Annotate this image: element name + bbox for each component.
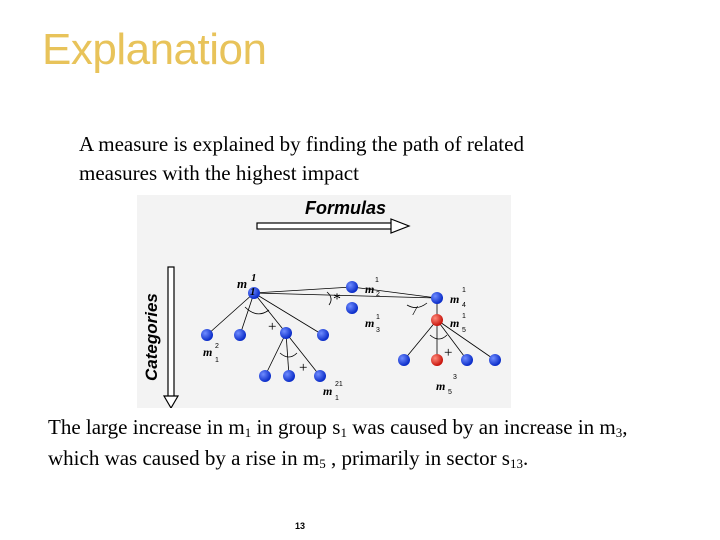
conclusion-subscript: 3	[615, 425, 623, 440]
conclusion-text: The large increase in m1 in group s1 was…	[48, 412, 668, 474]
operator-plus-lower: +	[299, 360, 307, 376]
graph-nodes	[201, 281, 501, 382]
label-m21-1-sub: 1	[335, 395, 339, 402]
label-m2-sub: 2	[376, 291, 380, 298]
label-m5: m	[450, 316, 459, 330]
formulas-label: Formulas	[305, 198, 386, 218]
label-m1-sub: 1	[250, 286, 256, 298]
page-number: 13	[295, 521, 306, 531]
diagram-svg: Formulas Categories	[142, 198, 501, 408]
node-leaf-6	[461, 354, 473, 366]
node-m21-1	[314, 370, 326, 382]
label-m3-5-sup: 3	[453, 374, 457, 381]
label-m2: m	[365, 282, 374, 296]
node-child-4	[317, 329, 329, 341]
operator-times: *	[333, 291, 341, 308]
node-child-2	[234, 329, 246, 341]
operator-plus-left: +	[268, 319, 276, 335]
conclusion-part: , which was caused by a rise in m	[48, 415, 628, 470]
label-m2-1-sub: 1	[215, 357, 219, 364]
node-leaf-2	[283, 370, 295, 382]
categories-label: Categories	[142, 293, 161, 381]
node-m3	[346, 302, 358, 314]
label-m3: m	[365, 316, 374, 330]
operator-plus-right: +	[444, 345, 452, 361]
conclusion-part: was caused by an increase in m	[346, 415, 616, 439]
label-m4: m	[450, 292, 459, 306]
node-m2-1	[201, 329, 213, 341]
conclusion-part: in group s	[251, 415, 341, 439]
node-m5	[431, 314, 443, 326]
label-m2-1: m	[203, 345, 212, 359]
label-m3-5: m	[436, 379, 445, 393]
categories-arrow	[162, 266, 180, 408]
label-m3-5-sub: 5	[448, 389, 452, 396]
label-m3-sub: 3	[376, 327, 380, 334]
conclusion-part: , primarily in sector s	[325, 446, 510, 470]
node-leaf-1	[259, 370, 271, 382]
conclusion-part: The large increase in m	[48, 415, 245, 439]
label-m2-1-sup: 2	[215, 343, 219, 350]
conclusion-subscript: 1	[244, 425, 252, 440]
label-m1-sup: 1	[251, 272, 257, 284]
conclusion-part: .	[522, 446, 529, 470]
label-m1: m	[237, 276, 247, 291]
label-m21-1: m	[323, 384, 332, 398]
label-m4-sub: 4	[462, 302, 466, 309]
operator-divide: /	[412, 304, 418, 319]
label-m5-sup: 1	[462, 313, 466, 320]
node-child-3	[280, 327, 292, 339]
label-m2-sup: 1	[375, 277, 379, 284]
conclusion-subscript: 13	[509, 456, 523, 471]
formulas-arrow	[256, 218, 411, 234]
node-m4	[431, 292, 443, 304]
node-m3-5	[431, 354, 443, 366]
intro-text: A measure is explained by finding the pa…	[79, 132, 524, 185]
node-m2	[346, 281, 358, 293]
node-leaf-4	[398, 354, 410, 366]
conclusion-subscript: 5	[319, 456, 326, 471]
measure-graph-diagram: Formulas Categories	[137, 195, 511, 408]
label-m5-sub: 5	[462, 327, 466, 334]
node-leaf-7	[489, 354, 501, 366]
label-m4-sup: 1	[462, 287, 466, 294]
label-m21-1-sup: 21	[335, 381, 343, 388]
graph-edges	[206, 286, 496, 377]
node-m1	[248, 287, 260, 299]
conclusion-subscript: 1	[340, 425, 347, 440]
label-m3-sup: 1	[376, 314, 380, 321]
slide-title: Explanation	[42, 25, 267, 74]
